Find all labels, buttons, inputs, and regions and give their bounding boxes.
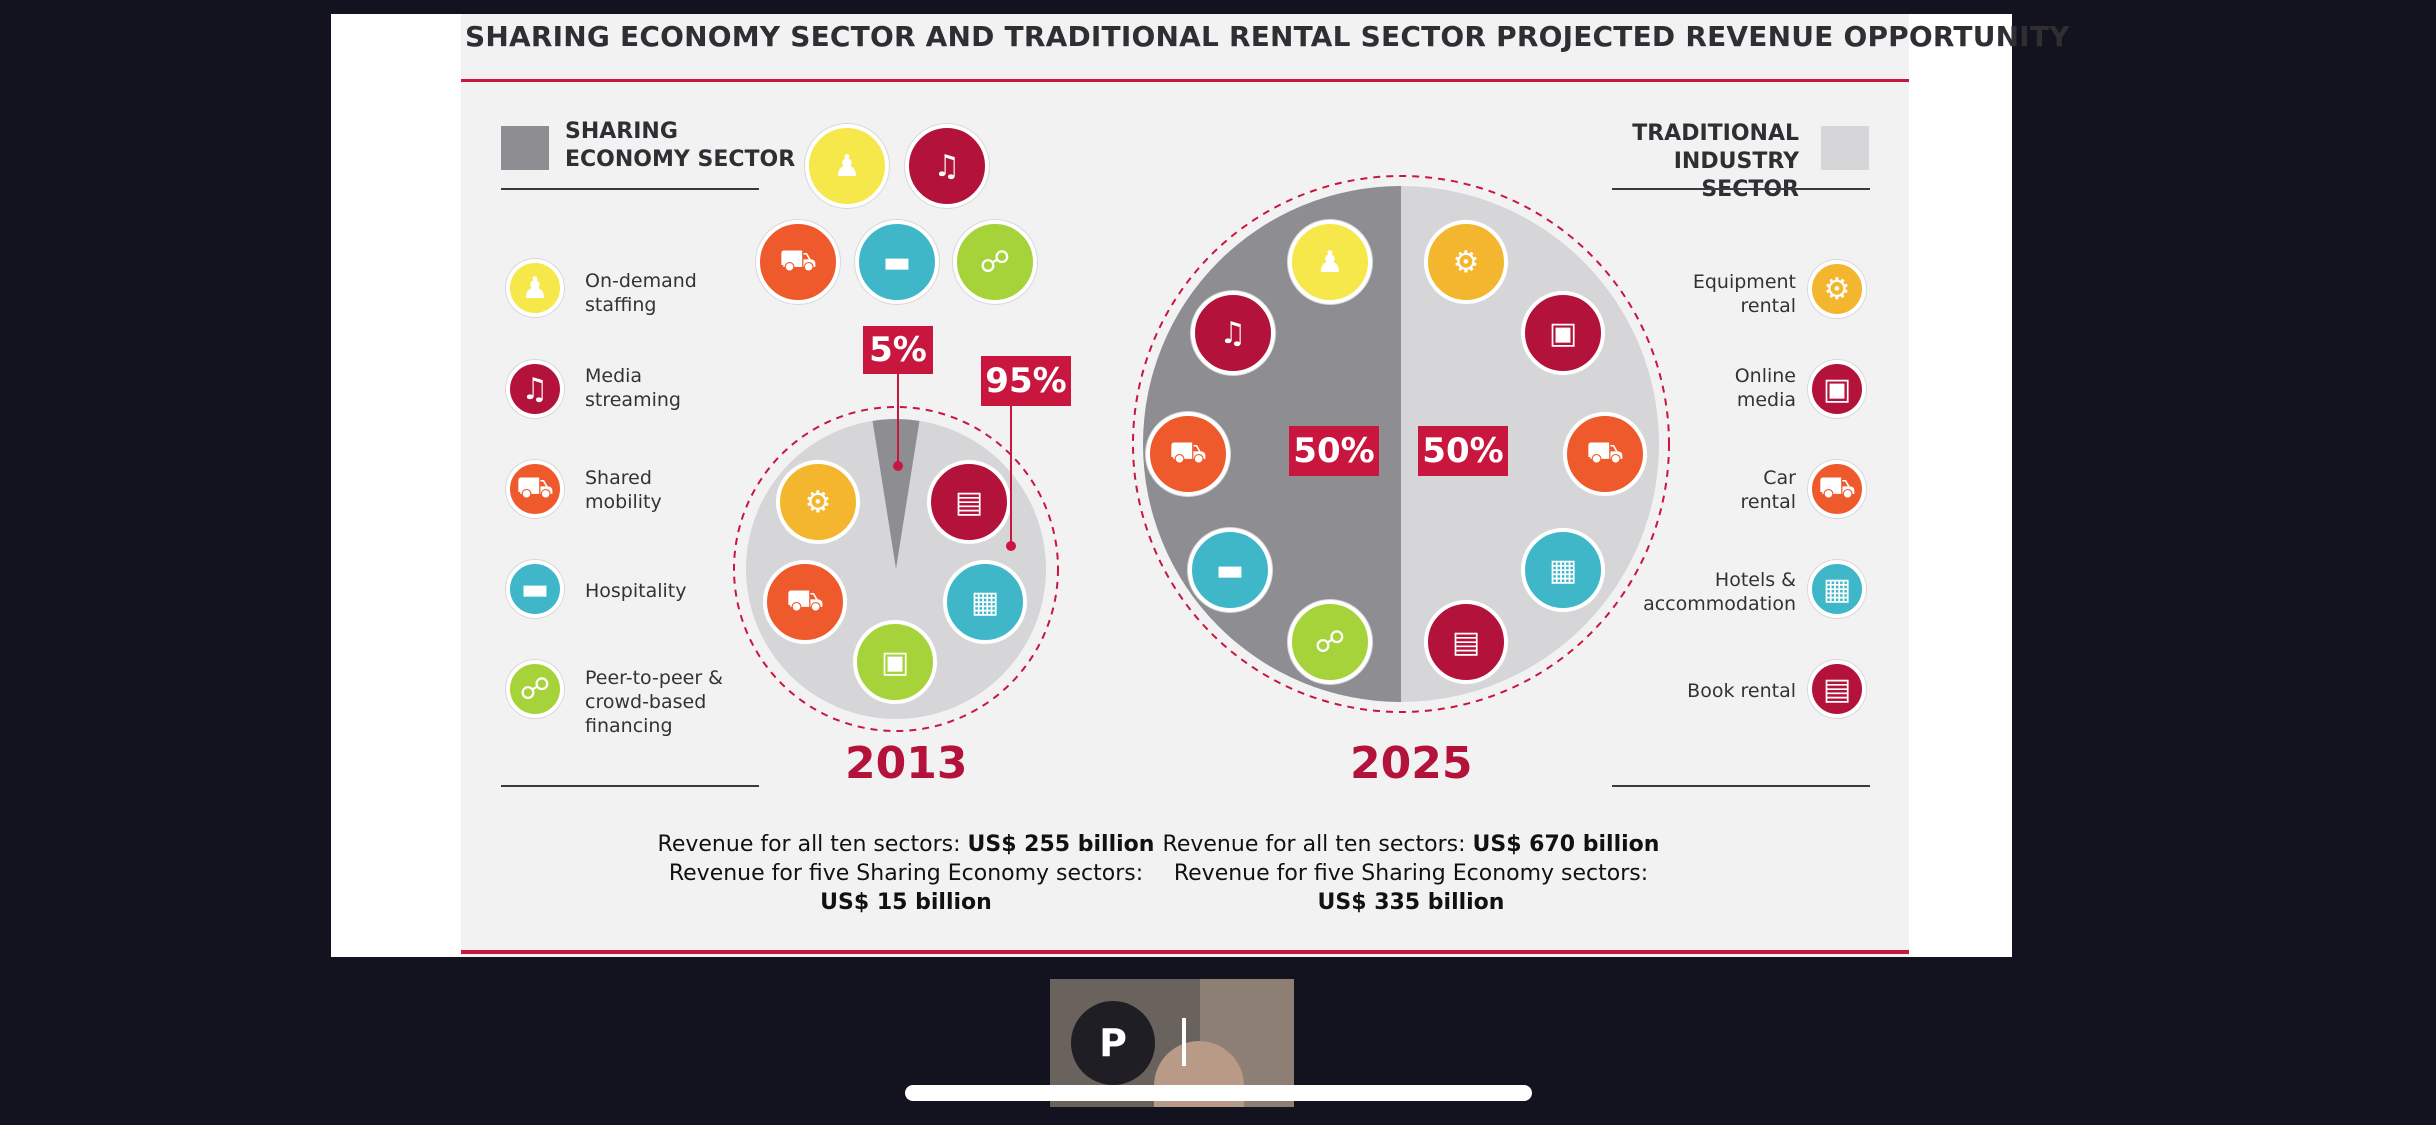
slide-title: SHARING ECONOMY SECTOR AND TRADITIONAL R… [465, 20, 2070, 53]
bottom-left-rule [501, 785, 759, 787]
revenue-2013: Revenue for all ten sectors: US$ 255 bil… [657, 832, 1155, 915]
pct-label-2013-traditional: 95% [981, 356, 1071, 406]
year-2025: 2025 [1350, 738, 1473, 789]
laptop-icon: ▣ [853, 620, 937, 704]
presentation-slide: SHARING ECONOMY SECTOR AND TRADITIONAL R… [331, 14, 2069, 957]
staffing-icon: ♟ [1288, 220, 1372, 304]
bed-icon: ▬ [855, 220, 939, 304]
legend-car-rental: Car rental [1740, 467, 1797, 513]
pct-leader-lines-2013 [893, 372, 1016, 551]
legend-equipment-rental: Equipment rental [1692, 271, 1796, 317]
forklift-icon: ⚙ [1808, 260, 1866, 318]
legend-hotels-accommodation: Hotels & accommodation [1643, 569, 1796, 615]
legend-online-media: Online media [1734, 365, 1796, 411]
year-2013: 2013 [845, 738, 968, 789]
home-indicator[interactable] [905, 1085, 1532, 1101]
bed-icon: ▬ [506, 560, 564, 618]
handshake-icon: ☍ [506, 660, 564, 718]
bottom-right-rule [1612, 785, 1870, 787]
building-icon: ▦ [943, 560, 1027, 644]
audio-level-indicator [1182, 1018, 1186, 1066]
sharing-header: SHARING ECONOMY SECTOR [565, 119, 796, 172]
sharing-header-rule [501, 188, 759, 190]
title-underline [461, 79, 1909, 82]
handshake-icon: ☍ [953, 220, 1037, 304]
forklift-icon: ⚙ [1424, 220, 1508, 304]
book-icon: ▤ [927, 460, 1011, 544]
car-icon: ⛟ [1146, 412, 1230, 496]
legend-hospitality: Hospitality [585, 580, 687, 602]
pct-label-2025-traditional: 50% [1418, 426, 1508, 476]
pie-2013-outline [733, 406, 1059, 732]
legend-shared-mobility: Shared mobility [585, 467, 662, 513]
handshake-icon: ☍ [1288, 600, 1372, 684]
traditional-header: TRADITIONAL INDUSTRY SECTOR [1632, 121, 1799, 202]
legend-book-rental: Book rental [1687, 680, 1796, 702]
book-icon: ▤ [1424, 600, 1508, 684]
music-icon: ♫ [905, 124, 989, 208]
book-icon: ▤ [1808, 660, 1866, 718]
car-icon: ⛟ [506, 460, 564, 518]
bottom-accent-line [461, 950, 1909, 954]
car-front-icon: ⛟ [1563, 412, 1647, 496]
bed-icon: ▬ [1188, 528, 1272, 612]
legend-media-streaming: Media streaming [585, 365, 681, 411]
building-icon: ▦ [1521, 528, 1605, 612]
music-icon: ♫ [1191, 291, 1275, 375]
forklift-icon: ⚙ [776, 460, 860, 544]
car-icon: ⛟ [756, 220, 840, 304]
pct-label-2025-sharing: 50% [1289, 426, 1379, 476]
music-icon: ♫ [506, 360, 564, 418]
laptop-icon: ▣ [1521, 291, 1605, 375]
car-front-icon: ⛟ [763, 560, 847, 644]
traditional-swatch [1821, 126, 1869, 170]
participant-avatar[interactable]: P [1071, 1001, 1155, 1085]
car-front-icon: ⛟ [1808, 460, 1866, 518]
laptop-icon: ▣ [1808, 360, 1866, 418]
pie-2025-outline [1132, 175, 1670, 713]
pie-2013-sharing-slice [872, 419, 920, 569]
traditional-header-rule [1612, 188, 1870, 190]
building-icon: ▦ [1808, 560, 1866, 618]
staffing-icon: ♟ [506, 259, 564, 317]
staffing-icon: ♟ [805, 124, 889, 208]
legend-on-demand-staffing: On-demand staffing [585, 270, 697, 316]
legend-peer-to-peer-financing: Peer-to-peer & crowd-based financing [585, 667, 724, 737]
revenue-2025: Revenue for all ten sectors: US$ 670 bil… [1162, 832, 1660, 915]
pct-label-2013-sharing: 5% [863, 326, 933, 374]
sharing-swatch [501, 126, 549, 170]
